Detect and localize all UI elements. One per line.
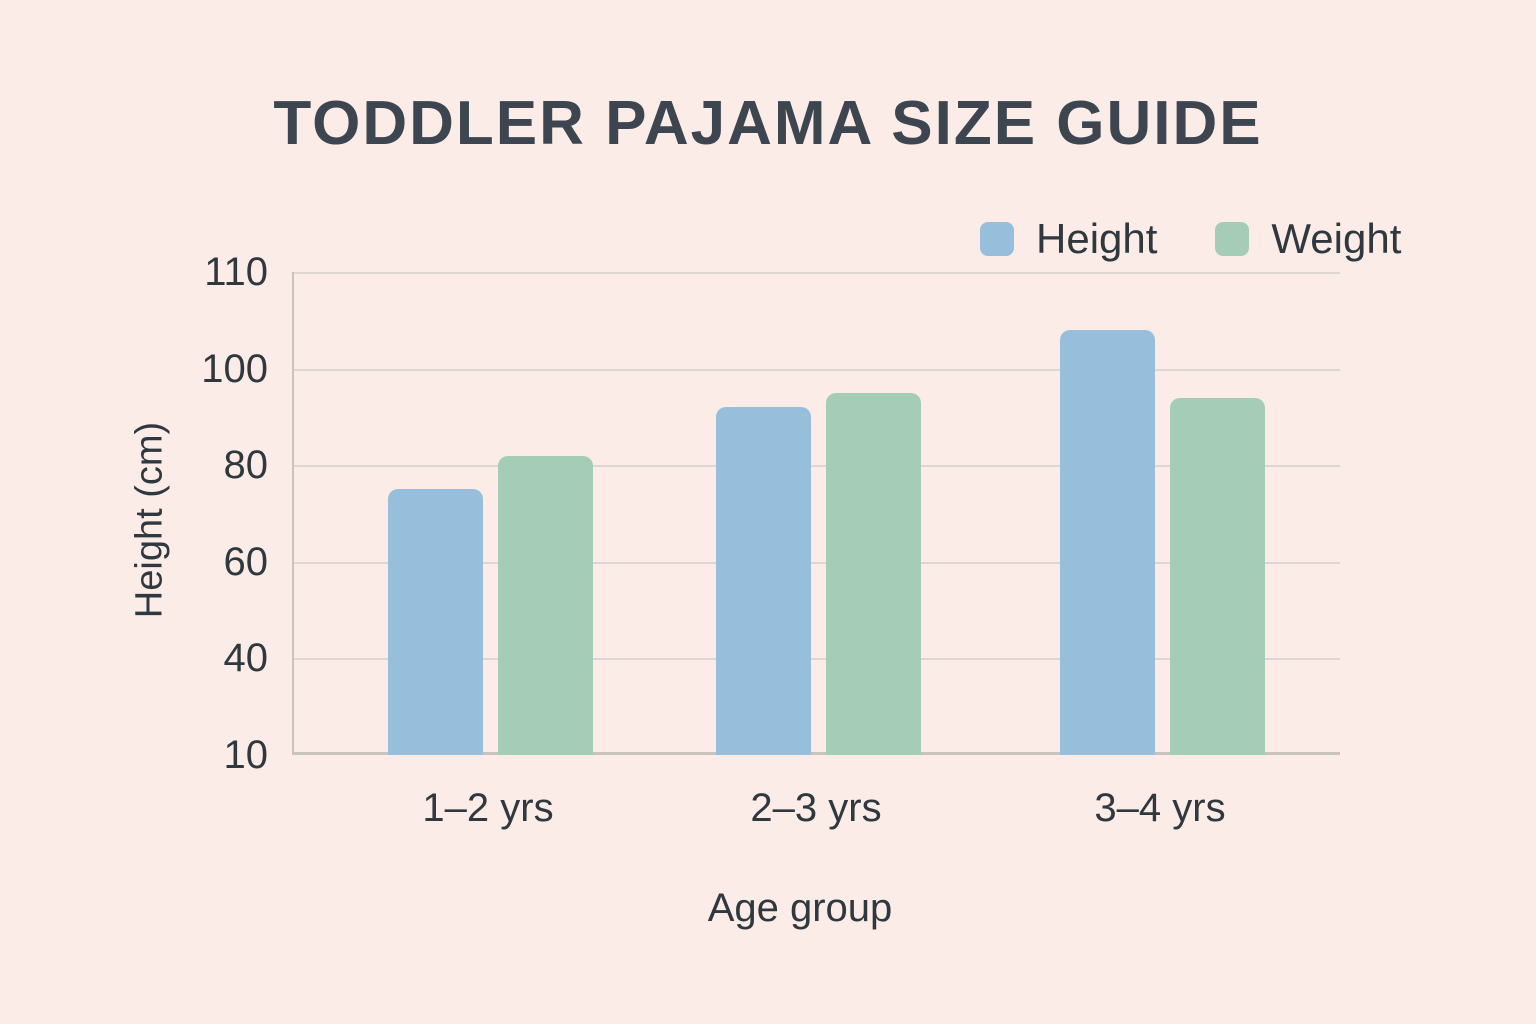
y-tick-label-110: 110: [204, 250, 268, 294]
y-tick-label-60: 60: [223, 540, 269, 584]
y-tick-label-80: 80: [223, 443, 269, 487]
x-tick-label-2: 2–3 yrs: [750, 786, 882, 830]
gridline-y110: [294, 272, 1340, 274]
legend: Height Weight: [980, 215, 1401, 263]
gridline-y60: [294, 562, 1340, 564]
y-tick-label-40: 40: [223, 636, 269, 680]
x-axis-label: Age group: [707, 886, 893, 930]
bar-weight-group2: [826, 393, 921, 755]
legend-label-height: Height: [1036, 215, 1158, 262]
legend-swatch-height-icon: [980, 222, 1014, 256]
gridline-y80: [294, 465, 1340, 467]
bar-height-group2: [716, 407, 811, 755]
chart-title: TODDLER PAJAMA SIZE GUIDE: [273, 89, 1263, 158]
legend-item-weight: Weight: [1215, 215, 1401, 263]
x-tick-label-1: 1–2 yrs: [422, 786, 554, 830]
gridline-y40: [294, 658, 1340, 660]
legend-item-height: Height: [980, 215, 1157, 263]
x-tick-label-3: 3–4 yrs: [1094, 786, 1226, 830]
bar-weight-group1: [498, 456, 593, 755]
y-tick-label-10: 10: [223, 733, 269, 777]
legend-label-weight: Weight: [1271, 215, 1402, 262]
gridline-y100: [294, 369, 1340, 371]
plot-area: [292, 272, 1340, 755]
y-tick-label-100: 100: [201, 347, 268, 391]
bar-height-group3: [1060, 330, 1155, 755]
bar-weight-group3: [1170, 398, 1265, 755]
bar-height-group1: [388, 489, 483, 755]
legend-swatch-weight-icon: [1215, 222, 1250, 256]
